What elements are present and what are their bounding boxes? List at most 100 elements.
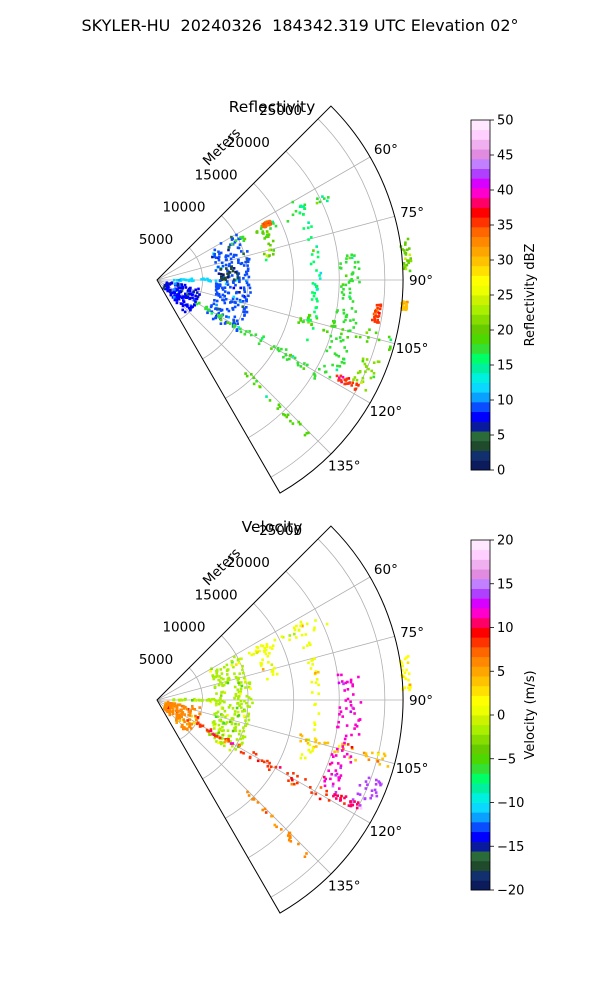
- echo-cell: [191, 305, 194, 309]
- echo-cell: [232, 286, 236, 290]
- echo-cell: [249, 697, 253, 701]
- echo-cell: [334, 774, 337, 777]
- echo-cell: [389, 347, 392, 350]
- echo-cell: [219, 251, 223, 255]
- panel-title: Reflectivity: [229, 98, 316, 116]
- echo-cell: [258, 649, 261, 653]
- echo-cell: [268, 652, 271, 655]
- echo-cell: [340, 285, 343, 288]
- echo-cell: [406, 248, 409, 252]
- echo-cell: [209, 729, 213, 733]
- echo-cell: [233, 726, 236, 730]
- echo-cell: [214, 293, 218, 296]
- azimuth-spoke: [156, 699, 395, 765]
- echo-cell: [290, 777, 293, 780]
- echo-cell: [211, 255, 214, 259]
- echo-cell: [206, 311, 209, 315]
- colorbar-swatch: [471, 363, 490, 374]
- echo-cell: [305, 431, 309, 435]
- range-ring: [202, 215, 249, 360]
- colorbar-swatch: [471, 421, 490, 432]
- echo-cell: [162, 286, 166, 290]
- echo-cell: [232, 665, 235, 669]
- echo-cell: [406, 237, 410, 241]
- echo-cell: [179, 698, 183, 702]
- echo-cell: [227, 309, 231, 313]
- radar-returns: [162, 195, 413, 437]
- echo-cell: [268, 219, 271, 223]
- echo-cell: [339, 379, 343, 382]
- echo-cell: [344, 734, 348, 738]
- echo-cell: [244, 724, 247, 728]
- colorbar-swatch: [471, 353, 490, 364]
- echo-feature: [261, 219, 272, 229]
- echo-cell: [300, 633, 304, 637]
- echo-cell: [308, 743, 311, 747]
- sector-outline: [156, 105, 404, 494]
- echo-cell: [299, 624, 302, 628]
- colorbar-label: Velocity (m/s): [523, 670, 538, 759]
- echo-cell: [230, 274, 234, 277]
- echo-cell: [331, 782, 335, 786]
- echo-cell: [165, 705, 168, 708]
- echo-cell: [187, 306, 191, 310]
- echo-cell: [383, 754, 387, 758]
- echo-cell: [260, 664, 263, 667]
- echo-cell: [353, 266, 357, 269]
- echo-cell: [344, 318, 347, 322]
- echo-cell: [364, 754, 368, 758]
- echo-cell: [304, 756, 307, 760]
- echo-cell: [245, 270, 248, 274]
- colorbar-swatch: [471, 304, 490, 315]
- echo-cell: [175, 298, 179, 302]
- echo-cell: [282, 355, 285, 359]
- echo-cell: [264, 258, 268, 262]
- echo-cell: [247, 714, 250, 718]
- echo-cell: [316, 299, 319, 303]
- echo-cell: [245, 272, 249, 276]
- echo-cell: [167, 282, 171, 285]
- echo-cell: [213, 736, 216, 740]
- echo-cell: [196, 295, 200, 298]
- colorbar-swatch: [471, 656, 490, 667]
- echo-cell: [226, 673, 229, 676]
- echo-cell: [237, 695, 241, 698]
- echo-cell: [313, 291, 316, 295]
- echo-feature: [162, 281, 201, 314]
- echo-cell: [189, 727, 193, 730]
- echo-cell: [247, 696, 251, 699]
- echo-cell: [230, 238, 234, 241]
- echo-cell: [337, 745, 341, 748]
- echo-cell: [345, 254, 349, 257]
- echo-cell: [236, 274, 240, 278]
- echo-cell: [272, 222, 275, 225]
- echo-cell: [312, 294, 316, 298]
- echo-cell: [221, 726, 224, 729]
- echo-cell: [240, 261, 244, 265]
- echo-cell: [344, 795, 348, 798]
- echo-cell: [310, 236, 313, 239]
- echo-cell: [297, 629, 301, 632]
- echo-cell: [226, 254, 230, 258]
- colorbar-tick-label: 50: [497, 114, 514, 129]
- echo-cell: [241, 294, 245, 298]
- echo-cell: [264, 222, 268, 225]
- range-tick-label: 15000: [195, 587, 238, 603]
- echo-feature: [196, 721, 331, 802]
- echo-cell: [296, 363, 300, 367]
- echo-cell: [232, 253, 236, 257]
- echo-cell: [261, 808, 264, 812]
- echo-cell: [245, 330, 248, 333]
- echo-cell: [404, 267, 408, 271]
- echo-cell: [234, 675, 238, 679]
- azimuth-tick-label: 90°: [409, 693, 433, 709]
- echo-cell: [357, 384, 360, 387]
- echo-cell: [324, 742, 327, 745]
- echo-cell: [178, 296, 181, 299]
- echo-cell: [303, 855, 307, 858]
- radar-returns: [163, 619, 412, 858]
- echo-cell: [277, 403, 281, 407]
- echo-cell: [177, 286, 180, 289]
- echo-cell: [269, 243, 272, 247]
- echo-feature: [255, 221, 275, 262]
